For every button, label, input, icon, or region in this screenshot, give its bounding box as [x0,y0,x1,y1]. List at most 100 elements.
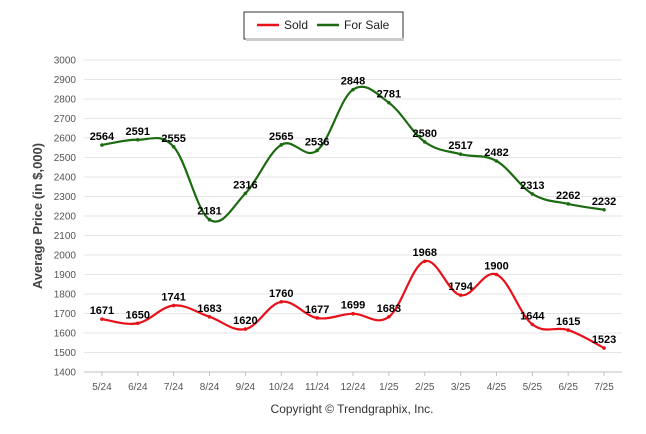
x-tick-label: 6/24 [128,382,148,393]
data-point-for-sale [207,217,212,222]
data-point-sold [387,315,391,319]
data-label-for-sale: 2536 [305,136,329,148]
legend-label-for-sale: For Sale [344,18,390,32]
data-label-for-sale: 2313 [520,180,544,192]
x-tick-label: 1/25 [379,382,399,393]
data-label-for-sale: 2591 [126,126,150,138]
data-label-sold: 1794 [448,281,473,293]
data-point-sold [279,300,284,304]
data-point-sold [171,303,176,308]
data-labels: 1671 1650 1741 1683 1620 1760 1677 1699 1683 1968… [90,76,617,346]
data-point-sold [136,321,140,326]
data-point-for-sale [279,143,284,147]
data-point-sold [422,259,427,264]
data-point-for-sale [100,143,104,147]
data-label-for-sale: 2848 [341,76,365,88]
data-point-for-sale [458,152,463,156]
x-tick-label: 3/25 [451,382,471,393]
data-label-for-sale: 2232 [592,196,616,208]
y-tick-label: 2700 [54,114,77,125]
x-axis-ticks: 5/24 6/24 7/24 8/24 9/24 10/24 11/24 12/24 1/25 2… [92,372,614,393]
x-tick-label: 4/25 [487,382,507,393]
data-label-sold: 1615 [556,316,580,328]
y-tick-label: 2800 [54,95,77,106]
data-label-for-sale: 2316 [233,179,257,191]
data-label-sold: 1760 [269,288,293,300]
x-tick-label: 11/24 [305,382,330,393]
series-lines [100,85,606,350]
y-axis-title: Average Price (in $,000) [30,143,45,289]
x-tick-label: 6/25 [558,382,578,393]
data-point-sold [602,346,606,350]
y-tick-label: 2900 [54,75,77,86]
y-tick-label: 1800 [54,290,77,301]
y-tick-label: 1700 [54,309,77,320]
data-point-sold [243,327,248,331]
data-label-for-sale: 2262 [556,190,580,202]
y-tick-label: 1500 [54,348,77,359]
y-tick-label: 1600 [54,329,77,340]
legend: Sold For Sale [243,11,404,41]
data-label-for-sale: 2781 [377,89,401,101]
y-tick-label: 2200 [54,212,77,223]
data-label-sold: 1620 [233,315,257,327]
data-label-sold: 1699 [341,300,365,312]
y-tick-label: 2100 [54,231,77,242]
grid-lines [84,59,622,373]
data-point-for-sale [136,137,140,142]
y-tick-label: 2300 [54,192,77,203]
data-label-sold: 1650 [126,309,150,321]
data-label-sold: 1683 [377,303,401,315]
x-tick-label: 5/25 [523,382,543,393]
data-label-for-sale: 2580 [412,128,436,140]
data-label-for-sale: 2181 [197,206,221,218]
data-label-sold: 1683 [197,303,221,315]
legend-label-sold: Sold [284,18,308,32]
x-tick-label: 10/24 [269,382,294,393]
data-point-for-sale [351,87,355,92]
x-tick-label: 9/24 [236,382,256,393]
data-point-sold [207,315,212,319]
data-point-sold [494,272,499,277]
y-axis-ticks: 1400 1500 1600 1700 1800 1900 2000 2100 2200 2300… [54,56,77,379]
x-tick-label: 5/24 [92,382,112,393]
data-point-sold [530,322,535,327]
y-tick-label: 2400 [54,173,77,184]
x-tick-label: 8/24 [200,382,220,393]
copyright-text: Copyright © Trendgraphix, Inc. [271,402,434,416]
data-label-sold: 1523 [592,334,616,346]
data-point-sold [351,311,355,316]
data-label-for-sale: 2482 [484,147,508,159]
x-tick-label: 7/24 [164,382,184,393]
data-point-for-sale [315,148,319,153]
y-tick-label: 1900 [54,270,77,281]
y-tick-label: 1400 [54,368,77,379]
data-point-sold [458,293,463,297]
data-label-sold: 1900 [484,261,508,273]
data-label-sold: 1741 [161,292,185,304]
x-tick-label: 7/25 [594,382,614,393]
series-line-for-sale [101,85,605,223]
y-tick-label: 3000 [54,56,77,67]
y-tick-label: 2600 [54,134,77,145]
data-point-for-sale [243,191,248,196]
data-point-sold [100,317,104,321]
data-point-sold [315,316,319,320]
x-tick-label: 2/25 [415,382,435,393]
data-label-for-sale: 2565 [269,131,293,143]
x-tick-label: 12/24 [340,382,365,393]
data-label-for-sale: 2555 [161,133,185,145]
data-point-sold [566,328,570,332]
data-point-for-sale [387,100,391,105]
data-label-sold: 1968 [412,247,436,259]
y-tick-label: 2500 [54,153,77,164]
data-point-for-sale [602,207,606,212]
data-label-for-sale: 2517 [448,140,472,152]
data-label-sold: 1671 [90,305,114,317]
data-label-sold: 1644 [520,310,545,322]
legend-shadow [246,38,404,41]
y-tick-label: 2000 [54,251,77,262]
data-label-sold: 1677 [305,304,329,316]
